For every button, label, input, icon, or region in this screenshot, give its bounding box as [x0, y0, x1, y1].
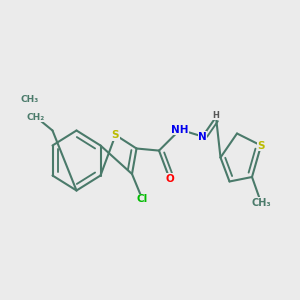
- Text: H: H: [213, 111, 219, 120]
- Text: S: S: [112, 130, 119, 140]
- Text: O: O: [165, 173, 174, 184]
- Text: Cl: Cl: [137, 194, 148, 205]
- Text: S: S: [257, 140, 265, 151]
- Text: CH₃: CH₃: [251, 197, 271, 208]
- Text: N: N: [198, 131, 207, 142]
- Text: CH₂: CH₂: [27, 112, 45, 122]
- Text: NH: NH: [171, 124, 189, 135]
- Text: CH₃: CH₃: [21, 95, 39, 104]
